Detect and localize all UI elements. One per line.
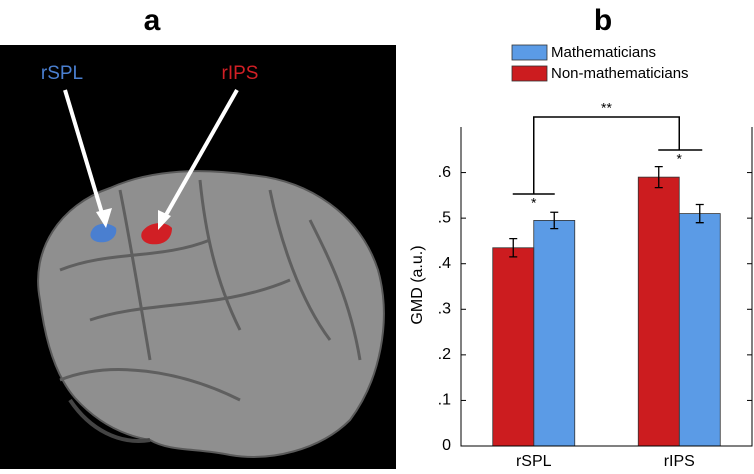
region-label: rIPS: [222, 63, 259, 84]
y-tick-label: .5: [438, 209, 451, 226]
bar: [533, 220, 576, 447]
x-tick-label: rSPL: [516, 453, 552, 469]
cerebellum-edge: [68, 398, 151, 443]
panel-label: a: [144, 4, 161, 37]
annotation: *: [677, 151, 683, 167]
y-axis-label: GMD (a.u.): [409, 245, 426, 324]
legend-label: Mathematicians: [551, 44, 656, 61]
y-tick-label: .6: [438, 164, 451, 181]
y-tick-label: .3: [438, 301, 451, 318]
bar: [492, 247, 535, 447]
region-label: rSPL: [41, 63, 83, 84]
y-tick-label: .4: [438, 255, 451, 272]
bar: [637, 176, 680, 447]
error-bar: [550, 211, 559, 230]
error-bar: [654, 165, 663, 189]
arrow: [160, 89, 239, 223]
bracket: [512, 116, 703, 195]
arrow: [63, 89, 106, 221]
bar: [678, 213, 721, 447]
y-tick-label: 0: [442, 437, 451, 454]
axes: [460, 127, 753, 447]
annotation: **: [601, 100, 612, 116]
error-bar: [509, 238, 518, 258]
brain: [37, 170, 385, 458]
legend-swatch: [511, 44, 548, 61]
arrow-head: [96, 208, 112, 228]
x-tick-label: rIPS: [664, 453, 695, 469]
y-tick-label: .2: [438, 346, 451, 363]
y-tick-label: .1: [438, 392, 451, 409]
brain-sulci: [59, 179, 362, 402]
region-blob: [141, 223, 172, 245]
region-blob: [90, 223, 117, 243]
legend-label: Non-mathematicians: [551, 65, 689, 82]
annotation: *: [531, 195, 537, 211]
legend-swatch: [511, 65, 548, 82]
panel-label: b: [594, 4, 612, 37]
error-bar: [695, 203, 704, 224]
arrow-head: [158, 210, 171, 230]
